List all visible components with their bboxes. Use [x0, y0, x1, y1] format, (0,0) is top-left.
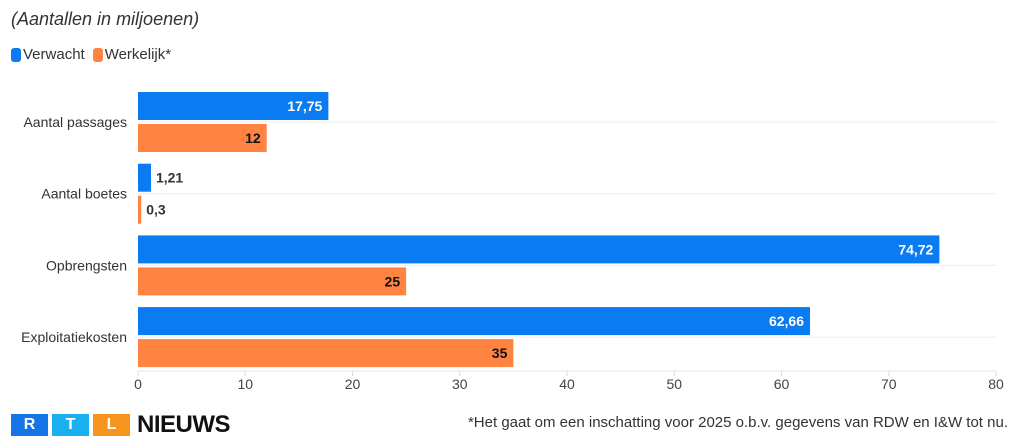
legend-swatch-werkelijk: [92, 47, 103, 62]
data-label: 1,21: [156, 170, 183, 186]
bar-verwacht: [138, 163, 151, 192]
legend-item-werkelijk[interactable]: Werkelijk*: [92, 46, 172, 63]
data-label: 25: [385, 273, 401, 289]
x-tick-label: 40: [559, 376, 575, 392]
x-tick-label: 10: [237, 376, 253, 392]
legend-swatch-verwacht: [11, 47, 21, 62]
category-label: Aantal boetes: [41, 186, 127, 202]
x-tick-label: 80: [988, 376, 1004, 392]
legend: Verwacht Werkelijk*: [11, 46, 171, 63]
data-label: 74,72: [898, 241, 933, 257]
data-label: 35: [492, 345, 508, 361]
x-tick-label: 0: [134, 376, 142, 392]
footnote: *Het gaat om een inschatting voor 2025 o…: [467, 414, 1008, 431]
x-tick-label: 60: [774, 376, 790, 392]
x-tick-label: 30: [452, 376, 468, 392]
bar-werkelijk: [138, 267, 407, 296]
logo-l: L: [93, 414, 130, 436]
bar-werkelijk: [138, 195, 142, 224]
bar-werkelijk: [138, 339, 514, 368]
x-tick-label: 20: [345, 376, 361, 392]
legend-item-verwacht[interactable]: Verwacht: [11, 46, 85, 63]
x-tick-label: 50: [666, 376, 682, 392]
rtl-nieuws-logo: R T L NIEUWS: [11, 411, 231, 439]
bar-verwacht: [138, 92, 329, 120]
bar-verwacht: [138, 235, 940, 264]
bar-verwacht: [138, 307, 811, 336]
category-label: Exploitatiekosten: [21, 329, 127, 345]
legend-label-verwacht: Verwacht: [23, 46, 85, 63]
logo-t: T: [52, 414, 89, 436]
logo-word: NIEUWS: [137, 411, 231, 438]
chart-subtitle: (Aantallen in miljoenen): [11, 9, 200, 29]
data-label: 0,3: [146, 202, 166, 218]
data-label: 62,66: [769, 313, 804, 329]
legend-label-werkelijk: Werkelijk*: [104, 46, 172, 63]
category-label: Aantal passages: [23, 114, 127, 130]
data-label: 17,75: [287, 98, 322, 114]
category-label: Opbrengsten: [46, 257, 127, 273]
x-tick-label: 70: [881, 376, 897, 392]
logo-r: R: [11, 414, 48, 436]
bar-werkelijk: [138, 124, 267, 152]
data-label: 12: [245, 130, 261, 146]
